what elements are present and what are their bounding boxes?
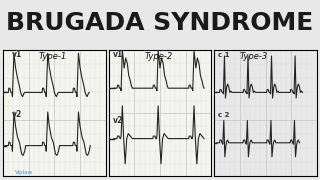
Text: c 1: c 1: [219, 52, 230, 58]
Text: Type-3: Type-3: [240, 52, 268, 61]
Text: v2: v2: [113, 116, 123, 125]
Text: Type-1: Type-1: [39, 52, 67, 61]
Text: BRUGADA SYNDROME: BRUGADA SYNDROME: [6, 11, 314, 35]
Text: Type-2: Type-2: [145, 52, 173, 61]
Text: v1: v1: [12, 50, 22, 59]
Text: c 2: c 2: [219, 112, 230, 118]
Text: v1: v1: [113, 50, 123, 59]
Text: v2: v2: [12, 110, 22, 119]
Text: Viplaw: Viplaw: [15, 170, 33, 175]
